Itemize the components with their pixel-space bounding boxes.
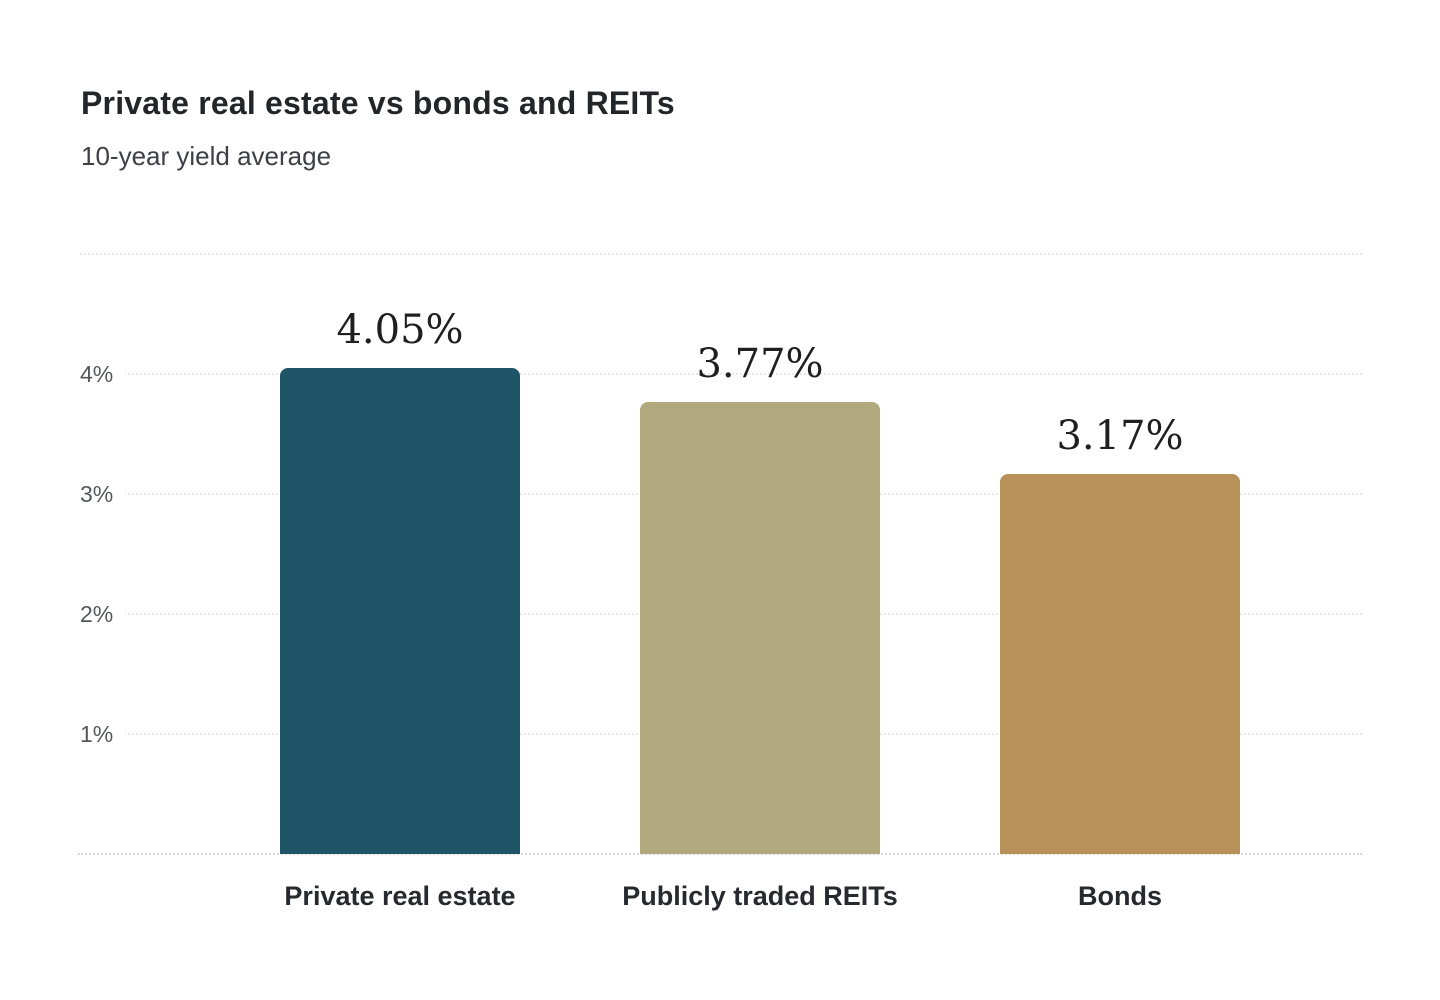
- bar-public-reits: [640, 402, 880, 854]
- chart-title: Private real estate vs bonds and REITs: [81, 85, 675, 121]
- chart-subtitle: 10-year yield average: [81, 141, 332, 171]
- bar-value-label-private-real-estate: 4.05%: [336, 307, 464, 353]
- bar-private-real-estate: [280, 368, 520, 854]
- bar-bonds: [1000, 474, 1240, 854]
- y-axis-tick-label-2pct: 2%: [80, 598, 126, 630]
- y-axis-tick-label-3pct: 3%: [80, 478, 126, 510]
- gridline-5pct: [80, 253, 1362, 255]
- y-axis-tick-label-1pct: 1%: [80, 718, 126, 750]
- y-axis-tick-label-4pct: 4%: [80, 358, 126, 390]
- x-axis-category-label-private-real-estate: Private real estate: [284, 881, 516, 911]
- bar-value-label-public-reits: 3.77%: [696, 341, 824, 387]
- x-axis-category-label-public-reits: Publicly traded REITs: [622, 881, 898, 911]
- x-axis-category-label-bonds: Bonds: [1078, 881, 1162, 911]
- bar-value-label-bonds: 3.17%: [1056, 413, 1184, 459]
- gridline-4pct: [80, 373, 1362, 375]
- x-axis-baseline: [78, 853, 1362, 855]
